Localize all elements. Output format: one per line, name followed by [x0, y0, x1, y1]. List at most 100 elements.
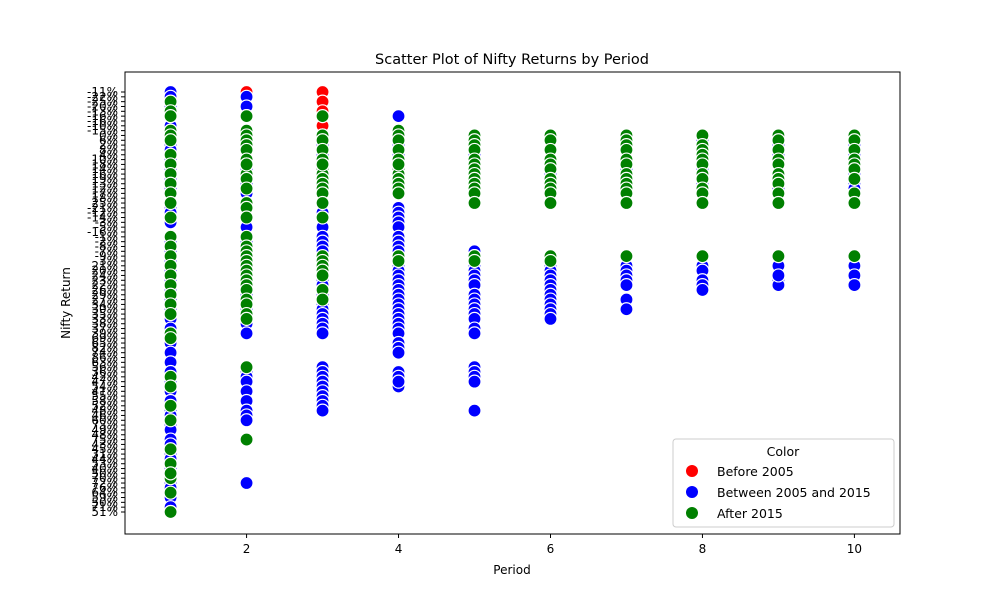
y-tick-label: -20% [87, 99, 118, 113]
data-point-after-2015 [771, 195, 786, 211]
y-tick-label: 71% [91, 500, 118, 514]
data-point-after-2015 [239, 360, 254, 375]
data-point-between-2005-and-2015 [467, 374, 482, 389]
y-tick-label: 0% [99, 128, 118, 142]
y-tick-label: 51% [91, 505, 118, 519]
y-tick-label: 56% [91, 360, 118, 374]
x-axis-label: Period [493, 563, 530, 577]
y-tick-label: 65% [91, 336, 118, 350]
y-tick-label: -25% [87, 95, 118, 109]
data-point-after-2015 [163, 109, 178, 124]
data-point-between-2005-and-2015 [771, 268, 786, 283]
data-point-after-2015 [391, 253, 406, 269]
data-point-after-2015 [771, 249, 786, 264]
y-tick-label: 8% [99, 143, 118, 157]
y-tick-layer: -11%-22%-25%-20%-13%-16%-16%-10%-15%0%6%… [87, 85, 125, 519]
data-point-after-2015 [315, 195, 330, 211]
data-point-after-2015 [543, 253, 558, 269]
y-tick-label: 14% [91, 162, 118, 176]
y-tick-label: -21% [87, 201, 118, 215]
data-point-after-2015 [543, 195, 558, 211]
y-tick-label: 23% [91, 273, 118, 287]
y-tick-label: 48% [91, 404, 118, 418]
data-point-between-2005-and-2015 [619, 278, 634, 293]
legend-marker-between-2005-2015 [686, 486, 698, 498]
y-tick-label: 30% [91, 302, 118, 316]
data-point-after-2015 [163, 413, 178, 428]
y-tick-label: -16% [87, 109, 118, 123]
y-tick-label: 33% [91, 312, 118, 326]
x-tick-label: 8 [699, 542, 707, 556]
legend-title: Color [767, 444, 800, 459]
y-tick-label: 45% [91, 442, 118, 456]
data-point-after-2015 [315, 157, 330, 172]
data-point-after-2015 [391, 186, 406, 201]
data-point-between-2005-and-2015 [315, 326, 330, 341]
y-tick-label: -9% [95, 249, 118, 263]
data-point-after-2015 [163, 485, 178, 500]
x-tick-label: 2 [243, 542, 251, 556]
data-point-after-2015 [163, 331, 178, 346]
legend-label-between-2005-2015: Between 2005 and 2015 [717, 485, 871, 500]
y-tick-label: 49% [91, 423, 118, 437]
y-tick-label: 50% [91, 495, 118, 509]
y-tick-label: -10% [87, 119, 118, 133]
y-tick-label: 29% [91, 288, 118, 302]
data-point-after-2015 [847, 171, 862, 186]
y-tick-label: 25% [91, 196, 118, 210]
y-tick-label: -8% [95, 239, 118, 253]
data-point-after-2015 [163, 466, 178, 481]
y-tick-label: -22% [87, 90, 118, 104]
y-tick-label: 43% [91, 437, 118, 451]
y-tick-label: -11% [87, 85, 118, 99]
data-point-after-2015 [619, 195, 634, 211]
y-tick-label: 46% [91, 408, 118, 422]
y-tick-label: 59% [91, 491, 118, 505]
y-tick-label: 35% [91, 307, 118, 321]
x-tick-label: 10 [847, 542, 862, 556]
y-tick-label: 86% [91, 351, 118, 365]
legend: Color Before 2005 Between 2005 and 2015 … [672, 438, 895, 528]
y-tick-label: 54% [91, 379, 118, 393]
legend-marker-before-2005 [686, 465, 698, 477]
y-tick-label: 4% [99, 148, 118, 162]
y-tick-label: 19% [91, 172, 118, 186]
y-tick-label: 34% [91, 297, 118, 311]
chart-title: Scatter Plot of Nifty Returns by Period [375, 52, 649, 68]
data-point-after-2015 [239, 181, 254, 196]
y-tick-label: 21% [91, 259, 118, 273]
data-point-after-2015 [163, 210, 178, 225]
y-tick-label: 39% [91, 326, 118, 340]
y-tick-label: 38% [91, 317, 118, 331]
data-point-after-2015 [467, 253, 482, 269]
data-point-after-2015 [315, 210, 330, 225]
y-tick-label: 2% [99, 138, 118, 152]
y-tick-label: 72% [91, 476, 118, 490]
y-tick-label: 52% [91, 399, 118, 413]
legend-label-before-2005: Before 2005 [717, 464, 794, 479]
legend-box [672, 438, 895, 528]
y-tick-label: -7% [95, 244, 118, 258]
y-tick-label: 53% [91, 457, 118, 471]
y-tick-label: 10% [91, 153, 118, 167]
data-point-after-2015 [391, 157, 406, 172]
y-tick-label: 60% [91, 413, 118, 427]
y-tick-label: -1% [95, 230, 118, 244]
x-tick-layer: 2 4 6 8 10 [243, 534, 862, 556]
point-layer [163, 84, 862, 520]
y-tick-label: 36% [91, 365, 118, 379]
y-tick-label: 24% [91, 268, 118, 282]
data-point-after-2015 [847, 249, 862, 264]
data-point-after-2015 [695, 249, 710, 264]
y-tick-label: -13% [87, 104, 118, 118]
x-tick-label: 4 [395, 542, 403, 556]
y-tick-label: -2% [95, 235, 118, 249]
y-tick-label: 16% [91, 167, 118, 181]
data-point-after-2015 [163, 379, 178, 394]
legend-label-after-2015: After 2015 [717, 506, 783, 521]
data-point-between-2005-and-2015 [239, 475, 254, 491]
y-tick-label: 22% [91, 278, 118, 292]
data-point-between-2005-and-2015 [391, 109, 406, 124]
y-tick-label: 20% [91, 264, 118, 278]
